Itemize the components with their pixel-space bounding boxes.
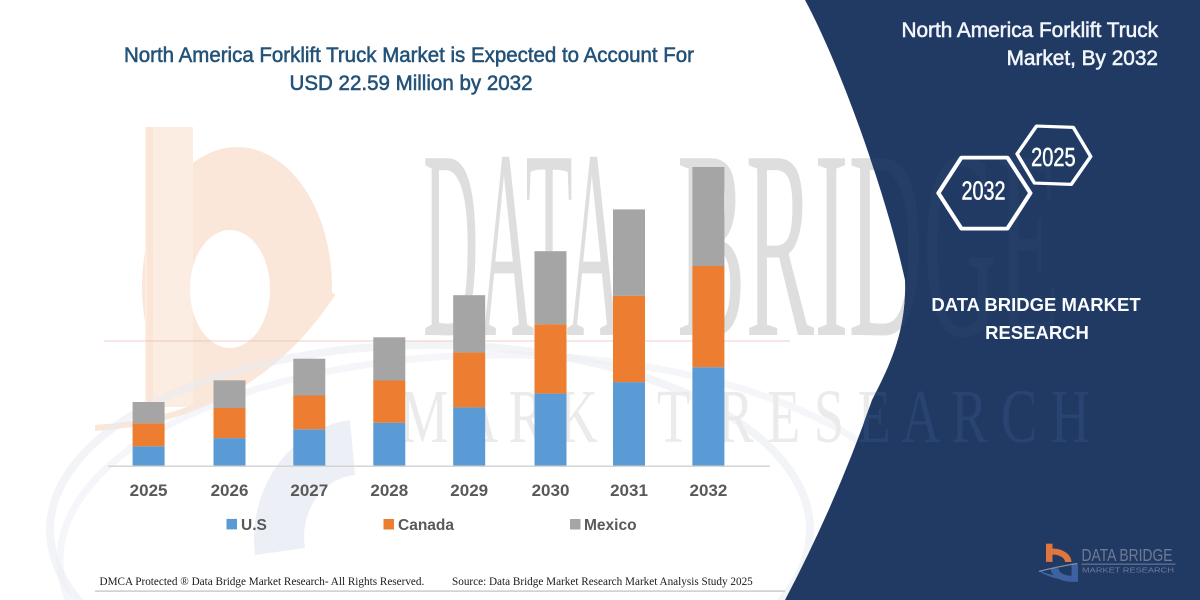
svg-text:2029: 2029 xyxy=(450,481,488,500)
svg-text:North America Forklift Truck: North America Forklift Truck xyxy=(901,19,1158,42)
svg-text:DATA: DATA xyxy=(423,95,622,394)
svg-text:2025: 2025 xyxy=(130,481,168,500)
svg-text:Source: Data Bridge Market Res: Source: Data Bridge Market Research Mark… xyxy=(452,576,753,588)
svg-text:DATA BRIDGE MARKET: DATA BRIDGE MARKET xyxy=(931,294,1141,315)
svg-text:2026: 2026 xyxy=(211,481,249,500)
svg-text:DATA BRIDGE: DATA BRIDGE xyxy=(1082,545,1173,565)
svg-text:2025: 2025 xyxy=(1031,144,1076,172)
svg-text:U.S: U.S xyxy=(241,517,267,534)
svg-text:2032: 2032 xyxy=(962,178,1006,206)
svg-text:DMCA Protected ® Data Bridge M: DMCA Protected ® Data Bridge Market Rese… xyxy=(100,576,425,588)
svg-text:2030: 2030 xyxy=(532,481,570,500)
svg-text:MARKET RESEARCH: MARKET RESEARCH xyxy=(1082,566,1174,575)
svg-text:RESEARCH: RESEARCH xyxy=(985,322,1089,343)
svg-text:2031: 2031 xyxy=(610,481,648,500)
svg-text:2032: 2032 xyxy=(689,481,727,500)
svg-text:2027: 2027 xyxy=(290,481,328,500)
svg-text:Mexico: Mexico xyxy=(584,517,637,534)
svg-text:Canada: Canada xyxy=(398,517,454,534)
svg-text:USD 22.59 Million by 2032: USD 22.59 Million by 2032 xyxy=(290,71,533,95)
svg-text:2028: 2028 xyxy=(370,481,408,500)
svg-text:North America Forklift Truck M: North America Forklift Truck Market is E… xyxy=(124,43,694,67)
svg-text:Market, By 2032: Market, By 2032 xyxy=(1007,47,1158,70)
